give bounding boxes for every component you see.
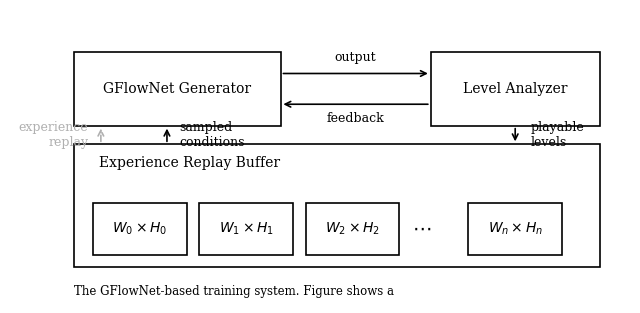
Text: Level Analyzer: Level Analyzer — [463, 82, 568, 96]
FancyBboxPatch shape — [74, 52, 280, 126]
FancyBboxPatch shape — [305, 203, 399, 255]
Text: GFlowNet Generator: GFlowNet Generator — [103, 82, 252, 96]
FancyBboxPatch shape — [74, 144, 600, 267]
Text: $\cdots$: $\cdots$ — [412, 220, 431, 238]
Text: sampled
conditions: sampled conditions — [179, 121, 245, 149]
Text: $W_2 \times H_2$: $W_2 \times H_2$ — [325, 221, 380, 237]
FancyBboxPatch shape — [93, 203, 187, 255]
Text: playable
levels: playable levels — [531, 121, 584, 149]
Text: $W_1 \times H_1$: $W_1 \times H_1$ — [219, 221, 274, 237]
Text: output: output — [335, 51, 376, 64]
FancyBboxPatch shape — [468, 203, 562, 255]
Text: $W_n \times H_n$: $W_n \times H_n$ — [488, 221, 543, 237]
Text: $W_0 \times H_0$: $W_0 \times H_0$ — [112, 221, 168, 237]
FancyBboxPatch shape — [199, 203, 293, 255]
FancyBboxPatch shape — [431, 52, 600, 126]
Text: experience
replay: experience replay — [19, 121, 88, 149]
Text: Experience Replay Buffer: Experience Replay Buffer — [99, 156, 280, 171]
Text: The GFlowNet-based training system. Figure shows a: The GFlowNet-based training system. Figu… — [74, 285, 394, 298]
Text: feedback: feedback — [327, 112, 385, 125]
